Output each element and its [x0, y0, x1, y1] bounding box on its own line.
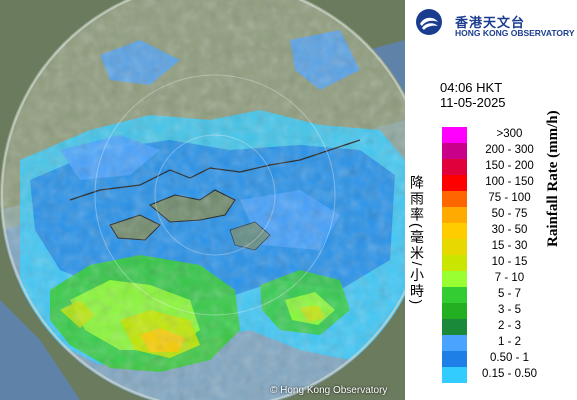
legend-label: 200 - 300: [485, 144, 534, 156]
legend-title-cn: 降雨率(毫米/小時): [409, 175, 425, 307]
map-copyright: © Hong Kong Observatory: [270, 385, 388, 396]
rainfall-legend: >300 200 - 300 150 - 200 100 - 150 75 - 100 5…: [442, 127, 572, 383]
legend-panel: 香港天文台 HONG KONG OBSERVATORY 04:06 HKT 11…: [405, 0, 577, 400]
legend-row: 3 - 5: [442, 303, 572, 319]
legend-swatch: [442, 319, 467, 335]
legend-label: 10 - 15: [491, 256, 528, 268]
legend-label: 100 - 150: [485, 176, 534, 188]
legend-label: 0.15 - 0.50: [482, 368, 537, 380]
radar-map-graphic: [0, 0, 405, 400]
legend-label: 7 - 10: [494, 272, 525, 284]
legend-label: 150 - 200: [485, 160, 534, 172]
legend-swatch: [442, 175, 467, 191]
legend-row: 0.50 - 1: [442, 351, 572, 367]
legend-label: 75 - 100: [488, 192, 531, 204]
legend-title-en: Rainfall Rate (mm/h): [545, 110, 561, 247]
legend-label: 50 - 75: [491, 208, 528, 220]
legend-label: 0.50 - 1: [490, 352, 529, 364]
legend-swatch: [442, 223, 467, 239]
legend-swatch: [442, 207, 467, 223]
legend-row: 0.15 - 0.50: [442, 367, 572, 383]
legend-swatch: [442, 287, 467, 303]
legend-swatch: [442, 335, 467, 351]
legend-swatch: [442, 159, 467, 175]
legend-row: 200 - 300: [442, 143, 572, 159]
legend-swatch: [442, 143, 467, 159]
legend-row: >300: [442, 127, 572, 143]
legend-label: 1 - 2: [497, 336, 521, 348]
sea-outer: [0, 300, 80, 400]
legend-swatch: [442, 255, 467, 271]
legend-row: 2 - 3: [442, 319, 572, 335]
legend-swatch: [442, 351, 467, 367]
hko-logo[interactable]: 香港天文台 HONG KONG OBSERVATORY: [411, 6, 577, 40]
legend-label: 30 - 50: [491, 224, 528, 236]
brand-name-en: HONG KONG OBSERVATORY: [455, 28, 575, 38]
legend-label: 15 - 30: [491, 240, 528, 252]
radar-time: 04:06 HKT: [440, 80, 503, 95]
legend-label: 2 - 3: [497, 320, 521, 332]
legend-row: 1 - 2: [442, 335, 572, 351]
radar-map[interactable]: © Hong Kong Observatory: [0, 0, 405, 400]
legend-swatch: [442, 303, 467, 319]
legend-row: 5 - 7: [442, 287, 572, 303]
legend-row: 100 - 150: [442, 175, 572, 191]
legend-row: 30 - 50: [442, 223, 572, 239]
legend-row: 50 - 75: [442, 207, 572, 223]
legend-label: 3 - 5: [497, 304, 521, 316]
legend-row: 15 - 30: [442, 239, 572, 255]
legend-label: 5 - 7: [497, 288, 521, 300]
hko-logo-icon: [416, 9, 442, 35]
legend-swatch: [442, 127, 467, 143]
legend-label: >300: [496, 128, 523, 140]
legend-row: 75 - 100: [442, 191, 572, 207]
legend-swatch: [442, 271, 467, 287]
radar-range-ring: [1, 0, 405, 400]
legend-row: 10 - 15: [442, 255, 572, 271]
brand-name-cn: 香港天文台: [455, 15, 526, 30]
legend-swatch: [442, 367, 467, 383]
legend-row: 7 - 10: [442, 271, 572, 287]
radar-coverage: [0, 0, 405, 400]
legend-row: 150 - 200: [442, 159, 572, 175]
radar-date: 11-05-2025: [440, 95, 506, 110]
legend-swatch: [442, 239, 467, 255]
legend-swatch: [442, 191, 467, 207]
